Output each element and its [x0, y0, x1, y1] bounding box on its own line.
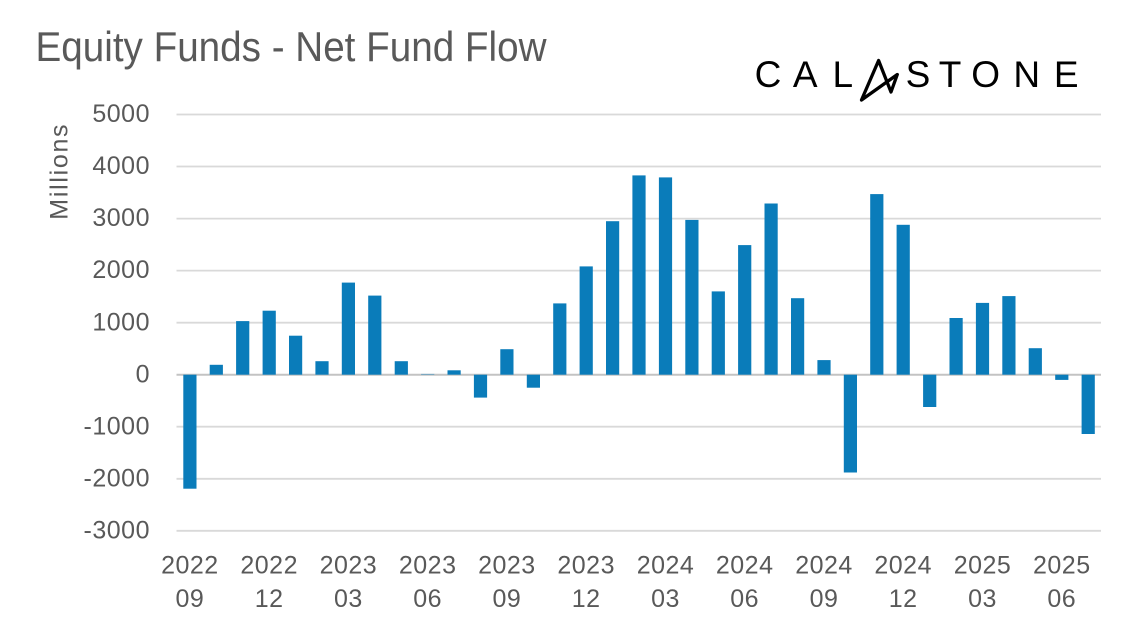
svg-text:12: 12: [889, 585, 918, 613]
svg-text:06: 06: [1047, 585, 1076, 613]
svg-text:O: O: [971, 54, 1000, 95]
svg-text:2022: 2022: [161, 552, 219, 580]
svg-text:1000: 1000: [92, 308, 150, 336]
svg-text:-1000: -1000: [84, 412, 150, 440]
svg-text:2023: 2023: [399, 552, 457, 580]
svg-text:03: 03: [968, 585, 997, 613]
svg-text:4000: 4000: [92, 152, 150, 180]
svg-text:Millions: Millions: [46, 123, 74, 220]
svg-text:A: A: [793, 54, 818, 95]
svg-text:2025: 2025: [1033, 552, 1091, 580]
svg-text:-2000: -2000: [84, 464, 150, 492]
svg-text:T: T: [939, 54, 962, 95]
svg-text:2024: 2024: [795, 552, 853, 580]
svg-text:12: 12: [255, 585, 284, 613]
svg-text:09: 09: [175, 585, 204, 613]
svg-text:L: L: [833, 54, 854, 95]
svg-text:C: C: [755, 54, 782, 95]
svg-text:03: 03: [651, 585, 680, 613]
svg-text:2023: 2023: [557, 552, 615, 580]
svg-text:-3000: -3000: [84, 516, 150, 544]
svg-text:2022: 2022: [240, 552, 298, 580]
svg-text:5000: 5000: [92, 100, 150, 128]
svg-text:09: 09: [810, 585, 839, 613]
svg-text:N: N: [1013, 54, 1040, 95]
svg-text:2024: 2024: [716, 552, 774, 580]
svg-text:E: E: [1054, 54, 1079, 95]
svg-text:3000: 3000: [92, 204, 150, 232]
svg-text:2024: 2024: [874, 552, 932, 580]
svg-text:0: 0: [136, 360, 150, 388]
svg-text:2023: 2023: [320, 552, 378, 580]
svg-text:12: 12: [572, 585, 601, 613]
svg-text:06: 06: [413, 585, 442, 613]
svg-text:Equity Funds - Net Fund Flow: Equity Funds - Net Fund Flow: [36, 23, 548, 70]
svg-text:2024: 2024: [637, 552, 695, 580]
svg-text:06: 06: [730, 585, 759, 613]
svg-text:09: 09: [492, 585, 521, 613]
svg-text:2000: 2000: [92, 256, 150, 284]
svg-text:03: 03: [334, 585, 363, 613]
svg-text:2023: 2023: [478, 552, 536, 580]
svg-text:S: S: [906, 54, 931, 95]
svg-text:2025: 2025: [954, 552, 1012, 580]
